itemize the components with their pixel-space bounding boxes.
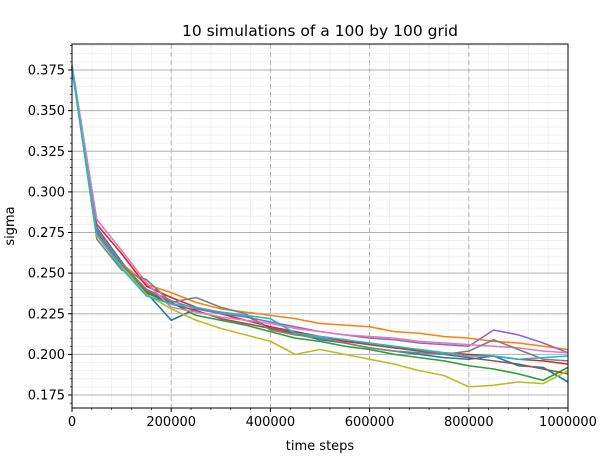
x-tick-label: 600000 <box>345 415 395 430</box>
series-line-3 <box>71 66 569 382</box>
chart-title: 10 simulations of a 100 by 100 grid <box>182 22 458 40</box>
y-tick-label: 0.175 <box>28 389 65 404</box>
x-tick-label: 800000 <box>444 415 494 430</box>
y-tick-label: 0.275 <box>28 226 65 241</box>
y-tick-label: 0.300 <box>28 185 65 200</box>
series-line-10 <box>71 66 569 361</box>
y-tick-label: 0.250 <box>28 267 65 282</box>
series-lines <box>71 65 569 388</box>
y-axis-ticks: 0.175 0.200 0.225 0.250 0.275 0.300 0.325 0.350… <box>28 45 72 404</box>
y-tick-label: 0.350 <box>28 104 65 119</box>
y-tick-label: 0.200 <box>28 348 65 363</box>
x-tick-label: 400000 <box>246 415 296 430</box>
series-line-7 <box>71 65 569 354</box>
x-tick-label: 0 <box>68 415 76 430</box>
x-axis-ticks: 0 200000 400000 600000 800000 1000000 <box>68 408 597 430</box>
series-line-8 <box>71 68 569 362</box>
plot-frame <box>71 43 569 409</box>
series-line-1 <box>71 68 569 383</box>
y-tick-label: 0.325 <box>28 145 65 160</box>
x-tick-label: 1000000 <box>539 415 597 430</box>
y-tick-label: 0.375 <box>28 64 65 79</box>
x-axis-title: time steps <box>286 439 355 454</box>
x-tick-label: 200000 <box>146 415 196 430</box>
y-axis-title: sigma <box>3 206 18 245</box>
y-tick-label: 0.225 <box>28 307 65 322</box>
